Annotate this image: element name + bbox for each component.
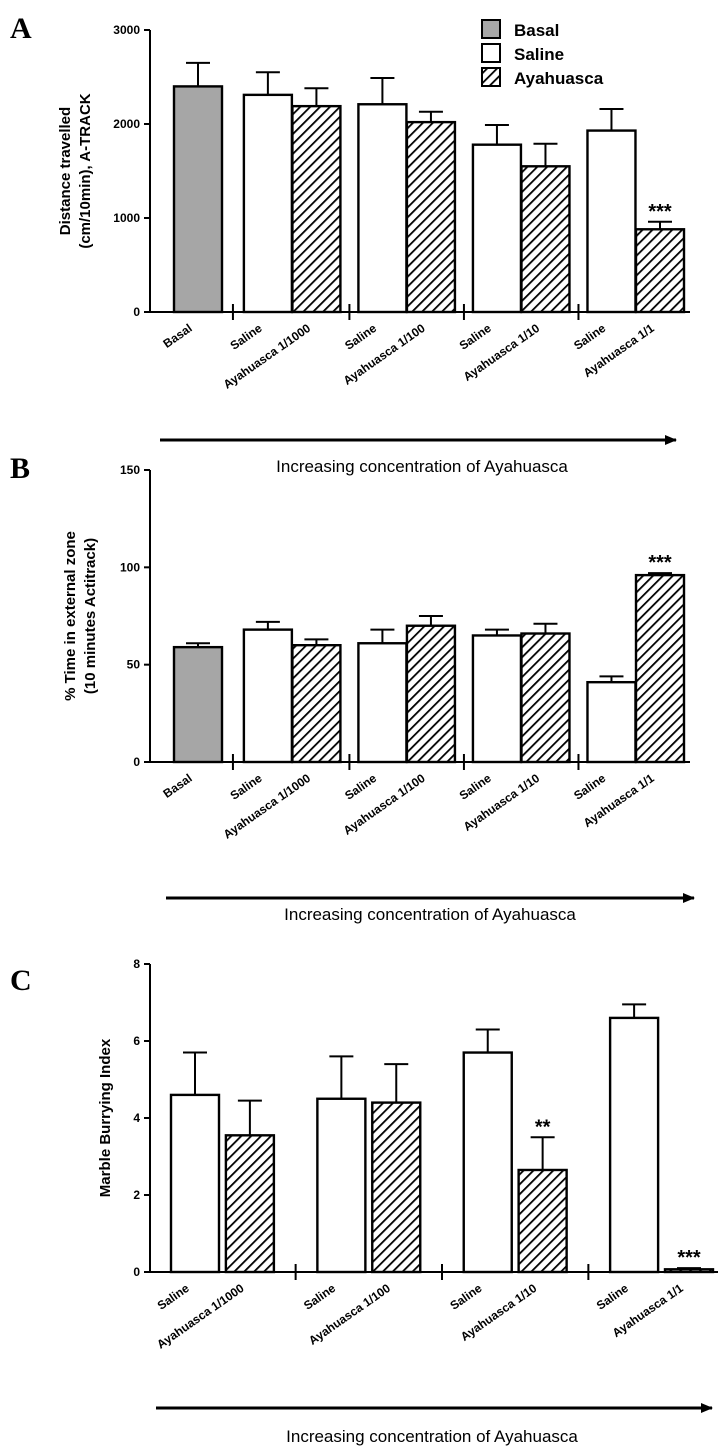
legend-swatch-basal	[481, 19, 501, 39]
category-label: Saline	[342, 771, 379, 803]
legend-label-basal: Basal	[514, 21, 559, 40]
bar-saline	[242, 628, 294, 764]
category-label: Ayahuasca 1/100	[341, 771, 428, 838]
category-label: Saline	[342, 321, 379, 353]
bar-ayahuasca	[371, 1101, 422, 1274]
bar-saline	[471, 143, 523, 314]
bar-ayahuasca	[634, 228, 686, 314]
y-tick-label: 150	[120, 463, 140, 477]
bar-ayahuasca	[291, 104, 342, 314]
y-axis-label: Marble Burrying Index	[97, 1038, 114, 1197]
y-tick-label: 1000	[113, 211, 140, 225]
y-tick-label: 0	[133, 1265, 140, 1279]
bar-saline	[316, 1097, 367, 1274]
category-label: Saline	[571, 771, 608, 803]
y-tick-label: 0	[133, 305, 140, 319]
y-tick-label: 8	[133, 957, 140, 971]
legend-label-saline: Saline	[514, 45, 564, 64]
category-label: Saline	[457, 771, 494, 803]
category-label: Saline	[594, 1281, 631, 1313]
bar-ayahuasca	[520, 165, 571, 314]
category-label: Saline	[447, 1281, 484, 1313]
legend: Basal Saline Ayahuasca	[481, 19, 604, 88]
bar-ayahuasca	[663, 1268, 715, 1274]
y-tick-label: 0	[133, 755, 140, 769]
panel-a: 0 1000 2000 3000 Distance travelled (cm/10min…	[57, 23, 690, 476]
bar-basal	[172, 85, 224, 314]
legend-swatch-saline	[481, 43, 501, 63]
panel-b: 0 50 100 150 % Time in external zone (10 minu…	[62, 463, 695, 924]
panel-letter-a: A	[10, 12, 32, 45]
category-label: Basal	[160, 321, 194, 351]
category-label: Saline	[228, 771, 265, 803]
significance-marker: **	[535, 1116, 551, 1138]
bar-ayahuasca	[517, 1168, 568, 1274]
bar-ayahuasca	[634, 573, 686, 764]
bar-ayahuasca	[405, 120, 457, 314]
y-tick-label: 100	[120, 560, 140, 574]
concentration-arrow-label: Increasing concentration of Ayahuasca	[276, 457, 568, 476]
bar-ayahuasca	[224, 1134, 276, 1274]
category-label: Saline	[228, 321, 265, 353]
significance-marker: ***	[648, 552, 672, 574]
legend-label-ayahuasca: Ayahuasca	[514, 69, 604, 88]
bar-saline	[169, 1093, 221, 1274]
category-label: Ayahuasca 1/1000	[221, 321, 314, 392]
category-label: Ayahuasca 1/100	[341, 321, 428, 388]
y-tick-label: 50	[127, 658, 141, 672]
bar-saline	[357, 642, 408, 764]
bar-saline	[586, 680, 637, 764]
category-label: Saline	[301, 1281, 338, 1313]
concentration-arrow-label: Increasing concentration of Ayahuasca	[286, 1427, 578, 1446]
panel-letter-b: B	[10, 452, 30, 485]
bar-saline	[608, 1016, 660, 1274]
bar-basal	[172, 645, 224, 764]
y-axis-label: Distance travelled	[57, 107, 74, 235]
category-label: Basal	[160, 771, 194, 801]
bar-saline	[586, 129, 637, 314]
y-axis-label: % Time in external zone	[62, 531, 79, 701]
y-tick-label: 2000	[113, 117, 140, 131]
y-axis-label: (10 minutes Actitrack)	[82, 538, 99, 694]
bar-ayahuasca	[405, 624, 457, 764]
category-label: Ayahuasca 1/1000	[221, 771, 314, 842]
y-tick-label: 3000	[113, 23, 140, 37]
bar-saline	[471, 634, 523, 764]
bar-ayahuasca	[291, 644, 342, 764]
y-axis-label: (cm/10min), A-TRACK	[77, 93, 94, 248]
panel-letter-c: C	[10, 964, 32, 997]
significance-marker: ***	[677, 1247, 701, 1269]
category-label: Saline	[571, 321, 608, 353]
category-label: Saline	[457, 321, 494, 353]
bar-ayahuasca	[520, 632, 571, 764]
concentration-arrow-label: Increasing concentration of Ayahuasca	[284, 905, 576, 924]
y-tick-label: 4	[133, 1111, 140, 1125]
significance-marker: ***	[648, 201, 672, 223]
category-label: Saline	[155, 1281, 192, 1313]
bar-saline	[357, 103, 408, 314]
legend-swatch-ayahuasca	[481, 67, 501, 87]
y-tick-label: 2	[133, 1188, 140, 1202]
bar-saline	[462, 1051, 513, 1274]
bar-saline	[242, 93, 294, 314]
y-tick-label: 6	[133, 1034, 140, 1048]
